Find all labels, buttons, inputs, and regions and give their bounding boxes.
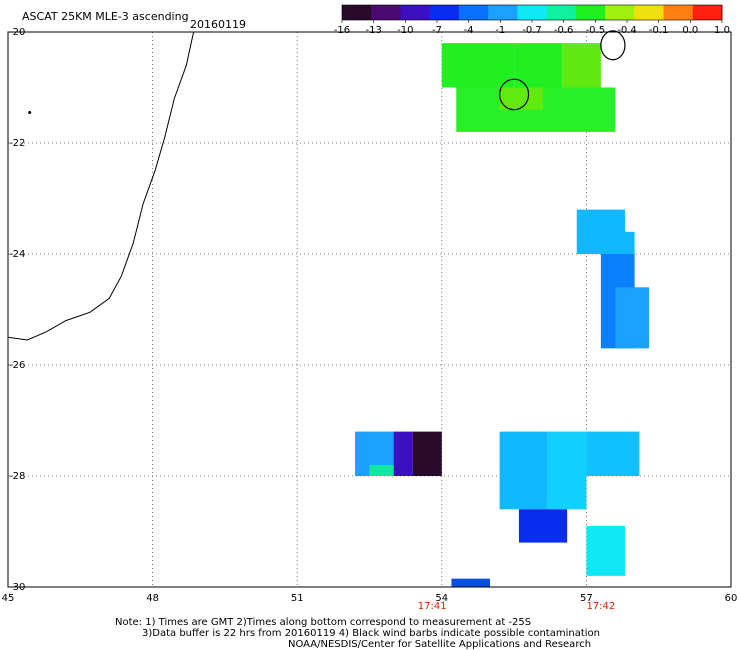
colorbar-segment bbox=[663, 5, 694, 20]
axis-labels: 45 48 51 54 57 60 -20 -22 -24 -26 -28 -30 bbox=[2, 27, 738, 604]
colorbar-segment bbox=[546, 5, 577, 20]
colorbar-segment bbox=[692, 5, 723, 20]
y-tick-label: -30 bbox=[9, 582, 25, 593]
wind-swath-cell bbox=[412, 431, 442, 476]
colorbar-tick-label: -4 bbox=[464, 25, 474, 36]
colorbar-segment bbox=[342, 5, 372, 20]
wind-swath-cell bbox=[451, 578, 490, 587]
colorbar-segment bbox=[634, 5, 665, 20]
y-tick-label: -24 bbox=[9, 249, 25, 260]
colorbar-tick-label: 1.0 bbox=[714, 25, 730, 36]
footer-note-line2: 3)Data buffer is 22 hrs from 20160119 4)… bbox=[142, 628, 600, 639]
island-outline bbox=[600, 30, 626, 61]
y-tick-label: -22 bbox=[9, 138, 25, 149]
wind-swath-cell bbox=[393, 431, 413, 476]
colorbar-tick-label: -13 bbox=[365, 25, 381, 36]
x-tick-label: 57 bbox=[580, 593, 593, 604]
colorbar-segment bbox=[605, 5, 635, 20]
wind-swath-cell bbox=[369, 464, 394, 476]
map-frame bbox=[7, 31, 732, 588]
wind-swath-cell bbox=[499, 431, 548, 510]
map-date: 20160119 bbox=[190, 18, 246, 31]
map-title: ASCAT 25KM MLE-3 ascending bbox=[22, 10, 189, 23]
wind-swath-cell bbox=[562, 43, 601, 88]
colorbar-tick-label: -0.7 bbox=[522, 25, 542, 36]
pass-time-label: 17:42 bbox=[586, 601, 615, 612]
coastline bbox=[7, 31, 195, 341]
colorbar-segment bbox=[575, 5, 606, 20]
colorbar-tick-label: -10 bbox=[397, 25, 413, 36]
x-tick-label: 48 bbox=[146, 593, 159, 604]
wind-swath-cell bbox=[547, 431, 587, 510]
colorbar-segment bbox=[517, 5, 548, 20]
land-outlines bbox=[7, 30, 626, 341]
wind-swath-cell bbox=[499, 87, 544, 110]
x-tick-label: 60 bbox=[725, 593, 738, 604]
x-tick-label: 51 bbox=[291, 593, 304, 604]
colorbar-segment bbox=[458, 5, 489, 20]
colorbar-tick-label: -7 bbox=[432, 25, 442, 36]
wind-swath-cell bbox=[514, 43, 563, 88]
colorbar-segment bbox=[371, 5, 401, 20]
y-tick-label: -26 bbox=[9, 360, 25, 371]
pass-time-label: 17:41 bbox=[418, 601, 447, 612]
wind-swath-cell bbox=[600, 231, 635, 254]
colorbar-tick-label: -0.1 bbox=[649, 25, 669, 36]
x-tick-label: 54 bbox=[435, 593, 448, 604]
colorbar-segment bbox=[429, 5, 460, 20]
island-outline bbox=[499, 78, 530, 111]
wind-swath-cell bbox=[586, 431, 640, 476]
islet-dot bbox=[28, 110, 32, 114]
wind-swath-cell bbox=[615, 287, 650, 349]
wind-swath-cell bbox=[586, 525, 625, 576]
colorbar-tick-label: -0.4 bbox=[617, 25, 637, 36]
colorbar-tick-label: 0.0 bbox=[682, 25, 698, 36]
y-tick-label: -20 bbox=[9, 27, 25, 38]
wind-swath-cell bbox=[441, 43, 515, 88]
colorbar-tick-label: -0.6 bbox=[554, 25, 574, 36]
y-tick-label: -28 bbox=[9, 471, 25, 482]
wind-swath-cell bbox=[518, 509, 568, 543]
colorbar-segment bbox=[400, 5, 431, 20]
colorbar: -16 -13 -10 -7 -4 -1 -0.7 -0.6 -0.5 -0.4 -0.1 0.0 1.… bbox=[334, 4, 730, 36]
footer-note-line1: Note: 1) Times are GMT 2)Times along bot… bbox=[115, 617, 531, 628]
colorbar-tick-label: -16 bbox=[334, 25, 350, 36]
colorbar-segment bbox=[488, 5, 518, 20]
x-tick-label: 45 bbox=[2, 593, 15, 604]
colorbar-tick-label: -1 bbox=[495, 25, 505, 36]
wind-swaths bbox=[355, 43, 650, 587]
colorbar-tick-label: -0.5 bbox=[586, 25, 606, 36]
footer-credit: NOAA/NESDIS/Center for Satellite Applica… bbox=[288, 639, 591, 650]
pass-time-labels: 17:41 17:42 bbox=[418, 601, 616, 612]
